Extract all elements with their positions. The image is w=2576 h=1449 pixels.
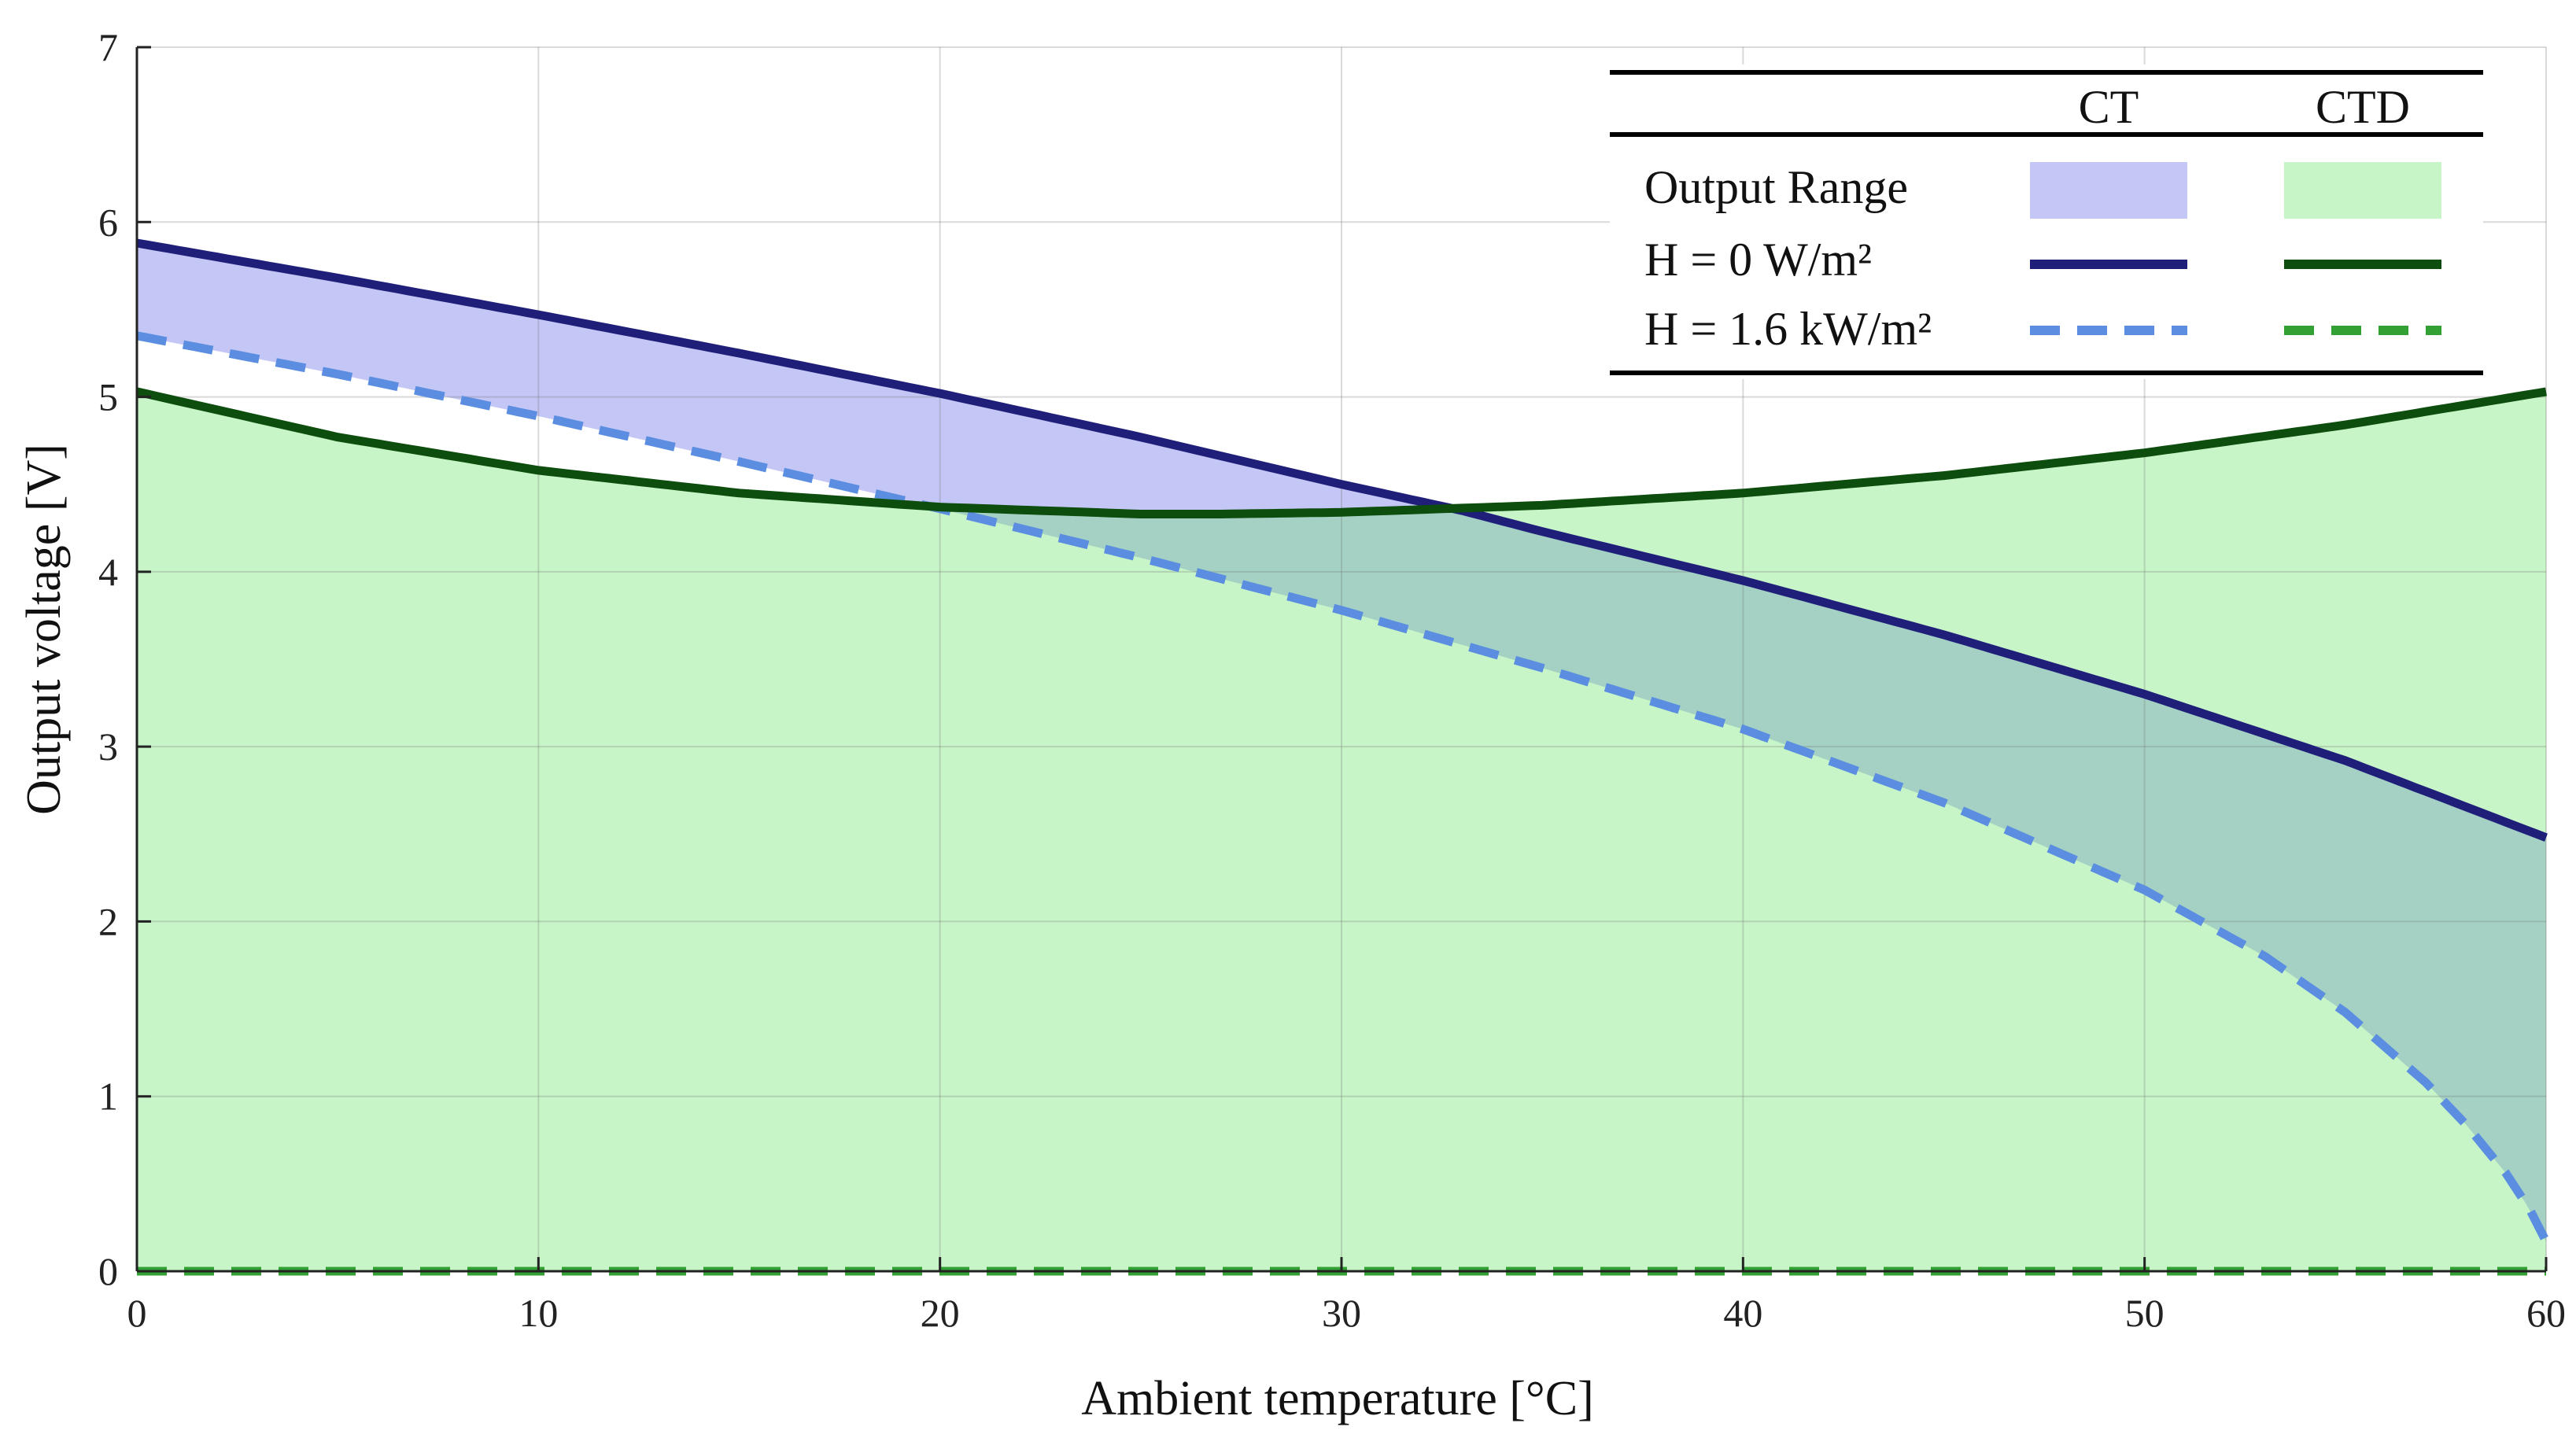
legend-row-label: Output Range: [1644, 161, 1908, 213]
y-tick-label: 7: [98, 25, 118, 69]
x-tick-label: 10: [519, 1291, 558, 1335]
legend: CT CTD Output Range H = 0 W/m² H = 1.6 kW/m²: [1610, 65, 2483, 379]
series-line-ct-h-0: [136, 238, 2548, 842]
range-fill-ctd: [137, 391, 2546, 1271]
series-line-ctd-h-0: [135, 387, 2547, 518]
legend-column-header-ct: CT: [2079, 81, 2139, 133]
y-tick-label: 4: [98, 550, 118, 594]
series-line-ct-h-1-6-kw: [135, 331, 2550, 1244]
y-axis-title: Output voltage [V]: [17, 444, 71, 815]
legend-row-label: H = 1.6 kW/m²: [1644, 303, 1932, 355]
legend-swatch-range-ct: [2030, 162, 2187, 219]
x-axis-title: Ambient temperature [°C]: [1081, 1372, 1593, 1425]
x-tick-label: 40: [1723, 1291, 1762, 1335]
tick-labels: 0 10 20 30 40 50 60 0 1 2 3 4 5 6 7: [98, 25, 2566, 1335]
x-tick-label: 20: [921, 1291, 960, 1335]
legend-row-label: H = 0 W/m²: [1644, 234, 1872, 286]
range-fills: [137, 243, 2547, 1271]
y-tick-label: 2: [98, 899, 118, 943]
y-tick-label: 5: [98, 375, 118, 419]
legend-column-header-ctd: CTD: [2316, 81, 2410, 133]
y-tick-label: 0: [98, 1249, 118, 1293]
range-overlap-fill: [929, 506, 2547, 1242]
axes: [135, 46, 2548, 1273]
y-tick-label: 6: [98, 200, 118, 244]
x-tick-label: 50: [2125, 1291, 2165, 1335]
legend-swatch-range-ctd: [2284, 162, 2441, 219]
x-tick-label: 60: [2526, 1291, 2566, 1335]
x-tick-label: 30: [1322, 1291, 1361, 1335]
x-tick-label: 0: [127, 1291, 147, 1335]
y-tick-label: 3: [98, 724, 118, 769]
y-tick-label: 1: [98, 1075, 118, 1119]
